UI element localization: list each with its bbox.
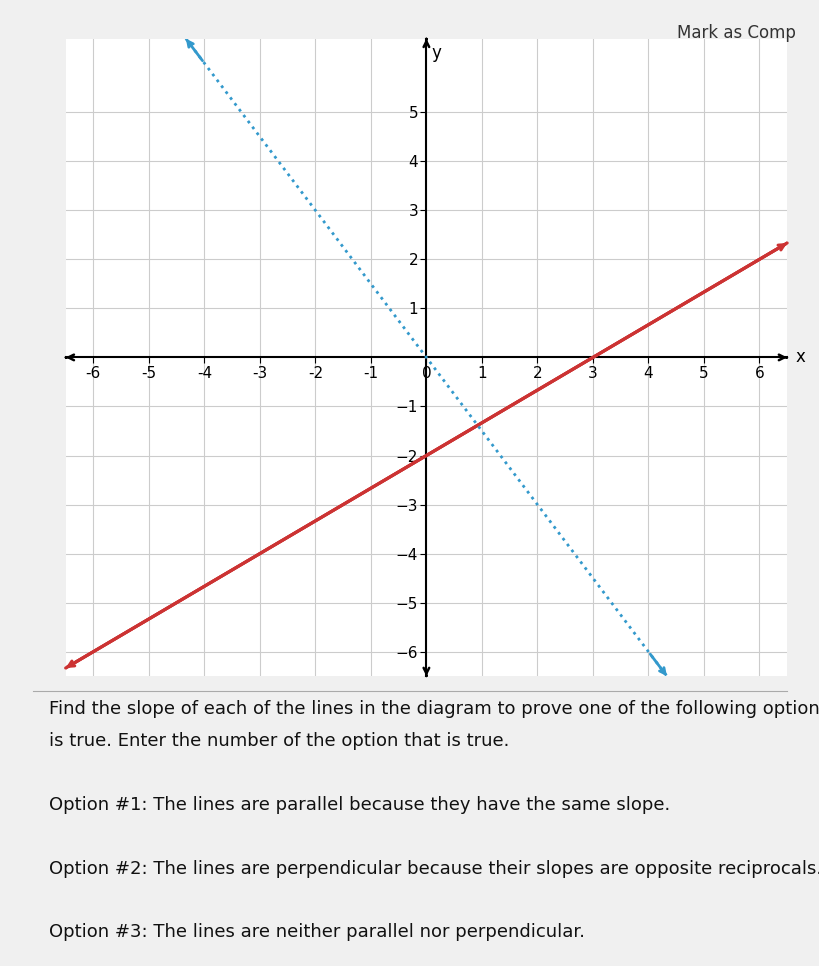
Text: y: y (431, 43, 441, 62)
Text: Option #2: The lines are perpendicular because their slopes are opposite recipro: Option #2: The lines are perpendicular b… (49, 860, 819, 878)
Text: Find the slope of each of the lines in the diagram to prove one of the following: Find the slope of each of the lines in t… (49, 700, 819, 719)
Text: Option #1: The lines are parallel because they have the same slope.: Option #1: The lines are parallel becaus… (49, 796, 670, 814)
Text: is true. Enter the number of the option that is true.: is true. Enter the number of the option … (49, 732, 509, 751)
Text: Mark as Comp: Mark as Comp (676, 24, 794, 43)
Text: Option #3: The lines are neither parallel nor perpendicular.: Option #3: The lines are neither paralle… (49, 923, 585, 942)
Text: x: x (794, 349, 804, 366)
